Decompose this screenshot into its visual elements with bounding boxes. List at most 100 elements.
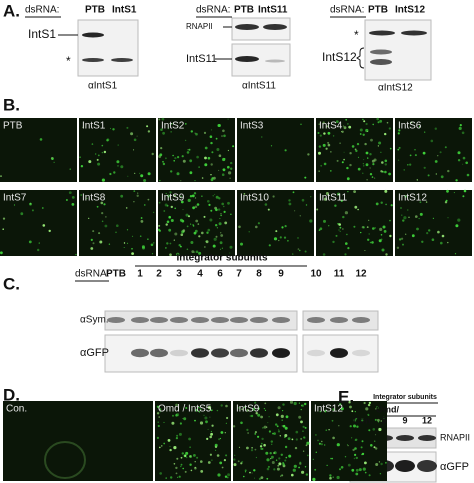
cell: [217, 124, 221, 127]
cell: [407, 164, 409, 166]
cell: [166, 220, 170, 224]
cell: [252, 407, 256, 411]
cell: [112, 128, 115, 131]
cell: [348, 125, 352, 129]
cell: [302, 430, 304, 432]
cell: [380, 201, 383, 204]
cell: [275, 413, 279, 417]
cell: [158, 224, 161, 227]
cell: [250, 414, 254, 418]
cell: [347, 191, 349, 193]
cell: [273, 432, 276, 435]
cell: [299, 249, 301, 252]
cell: [281, 474, 283, 476]
cell: [218, 169, 220, 171]
cell-outline: [44, 441, 86, 479]
cell: [80, 165, 84, 168]
cell: [368, 474, 371, 477]
cell: [261, 437, 264, 441]
cell: [346, 233, 348, 236]
band: [396, 435, 414, 441]
cell: [349, 152, 352, 155]
image-label: IntS10: [240, 193, 269, 204]
cell: [139, 172, 141, 174]
cell: [193, 231, 197, 235]
cell: [435, 173, 437, 175]
cell: [288, 199, 291, 202]
cell: [292, 468, 296, 472]
marker-label: IntS11: [186, 53, 217, 65]
cell: [215, 449, 217, 451]
cell: [250, 449, 254, 452]
cell: [208, 203, 211, 206]
cell: [362, 118, 364, 121]
cell: [182, 159, 186, 163]
cell: [362, 172, 364, 174]
cell: [38, 242, 40, 244]
cell: [254, 433, 256, 435]
cell: [376, 117, 380, 121]
cell: [462, 163, 464, 165]
cell: [282, 462, 285, 464]
panel-label: D.: [3, 385, 20, 404]
cell: [215, 137, 218, 140]
cell: [126, 229, 129, 231]
cell: [75, 253, 77, 256]
cell: [136, 135, 138, 137]
cell: [335, 120, 339, 123]
band: [111, 58, 133, 62]
cell: [241, 408, 243, 410]
cell: [440, 175, 444, 179]
cell: [379, 227, 383, 231]
cell: [125, 207, 128, 209]
cell: [383, 416, 385, 419]
cell: [266, 467, 270, 471]
cell: [53, 161, 55, 163]
cell: [257, 435, 260, 438]
cell: [388, 172, 391, 176]
cell: [268, 430, 271, 433]
cell: [361, 440, 364, 443]
cell: [182, 418, 184, 419]
cell: [416, 179, 418, 181]
cell: [347, 247, 350, 250]
cell: [284, 445, 288, 449]
cell: [185, 213, 189, 217]
cell: [375, 202, 379, 206]
cell: [408, 216, 410, 218]
cell: [186, 248, 189, 251]
cell: [322, 143, 326, 147]
cell: [204, 246, 206, 248]
marker-label: IntS1: [28, 27, 56, 41]
cell: [356, 142, 360, 146]
lane-label: 12: [422, 415, 432, 425]
cell: [275, 459, 278, 461]
cell: [194, 180, 196, 182]
cell: [215, 195, 219, 199]
cell: [351, 437, 353, 439]
cell: [318, 442, 321, 445]
cell: [42, 224, 46, 227]
cell: [380, 151, 382, 153]
cell: [221, 466, 224, 469]
cell: [216, 148, 220, 151]
cell: [458, 126, 462, 130]
cell: [260, 442, 263, 445]
cell: [260, 415, 263, 419]
cell: [414, 149, 416, 151]
cell: [384, 132, 387, 136]
cell: [428, 229, 431, 232]
cell: [357, 167, 361, 171]
band: [150, 317, 168, 323]
cell: [281, 425, 284, 427]
cell: [319, 227, 323, 230]
band: [395, 460, 415, 472]
cell: [378, 427, 382, 432]
cell: [210, 409, 213, 412]
cell: [371, 176, 374, 178]
cell: [195, 132, 198, 136]
cell: [143, 179, 147, 182]
cell: [409, 163, 412, 166]
cell: [173, 446, 177, 450]
cell: [180, 180, 182, 182]
